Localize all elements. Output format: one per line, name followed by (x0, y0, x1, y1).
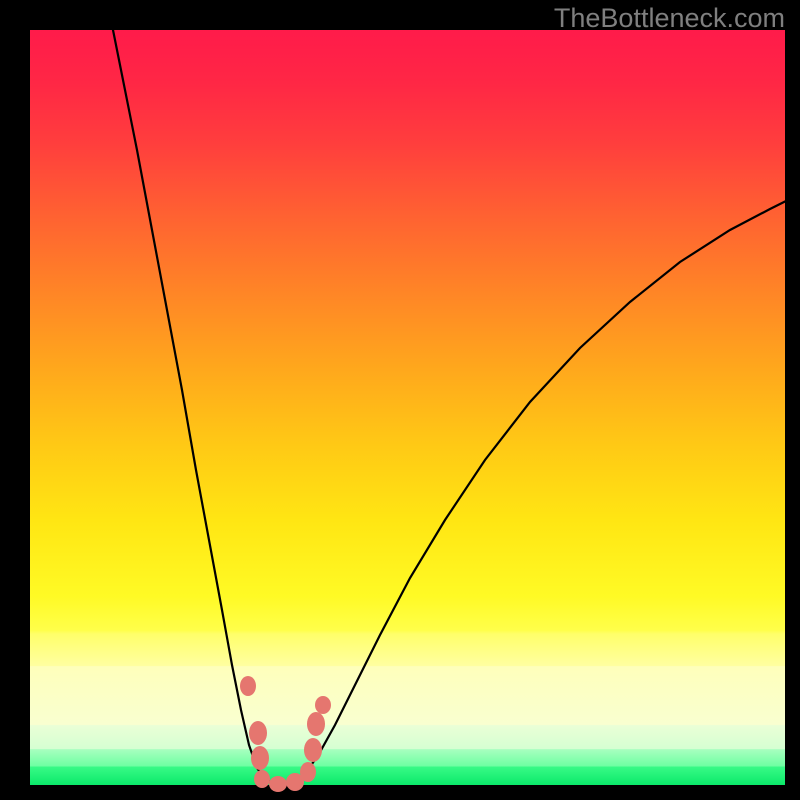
outer-frame: TheBottleneck.com (0, 0, 800, 800)
plot-area (30, 30, 785, 785)
watermark-text: TheBottleneck.com (554, 3, 785, 34)
